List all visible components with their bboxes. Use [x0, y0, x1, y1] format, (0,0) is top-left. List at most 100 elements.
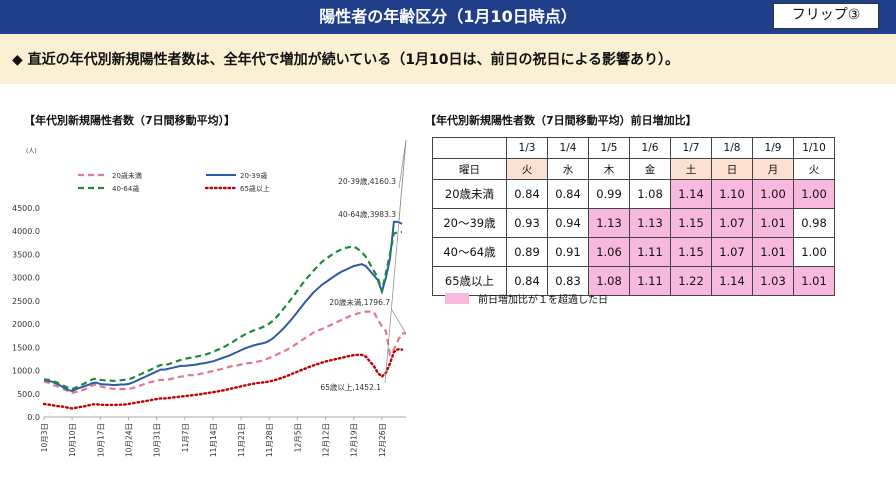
date-cell: 1/8 [711, 137, 753, 159]
table-row: 20歳未満 0.84 0.84 0.99 1.08 1.14 1.10 1.00… [432, 179, 835, 209]
legend-label: 65歳以上 [240, 184, 270, 193]
x-tick-label: 12月19日 [350, 423, 359, 457]
date-cell: 1/9 [752, 137, 794, 159]
y-tick-label: 0.0 [27, 413, 40, 422]
ratio-cell: 1.10 [711, 179, 753, 209]
ratio-cell: 0.89 [506, 237, 548, 267]
x-tick-label: 12月26日 [378, 423, 387, 457]
ratio-cell: 1.11 [629, 266, 671, 296]
series-line-a20_39 [43, 220, 403, 393]
x-tick-label: 10月3日 [40, 423, 49, 452]
weekday-cell: 月 [752, 158, 794, 180]
weekday-row: 曜日 火 水 木 金 土 日 月 火 [432, 158, 835, 180]
ratio-cell: 1.03 [752, 266, 794, 296]
age-group-label: 20～39歳 [432, 208, 507, 238]
date-cell: 1/10 [793, 137, 835, 159]
x-tick-label: 11月14日 [209, 423, 218, 457]
x-tick-label: 11月28日 [265, 423, 274, 457]
age-group-label: 20歳未満 [432, 179, 507, 209]
y-tick-label: 2000.0 [12, 320, 40, 329]
x-tick-label: 10月17日 [96, 423, 105, 457]
line-chart: 0.0 500.0 1000.0 1500.0 2000.0 2500.0 3000.0 35… [12, 140, 407, 457]
headline-text: ◆ 直近の年代別新規陽性者数は、全年代で増加が続いている（1月10日は、前日の祝… [12, 52, 680, 68]
annotation-label: 40-64歳,3983.3 [338, 209, 396, 219]
ratio-cell: 1.01 [752, 208, 794, 238]
y-tick-label: 2500.0 [12, 297, 40, 306]
ratio-cell: 1.01 [793, 266, 835, 296]
ratio-cell: 1.06 [588, 237, 630, 267]
series-line-a40_64 [43, 230, 403, 391]
growth-ratio-table: 1/3 1/4 1/5 1/6 1/7 1/8 1/9 1/10 曜日 火 水 … [432, 137, 835, 296]
age-group-label: 40～64歳 [432, 237, 507, 267]
weekday-cell: 火 [506, 158, 548, 180]
ratio-cell: 0.99 [588, 179, 630, 209]
x-tick-label: 11月21日 [237, 423, 246, 457]
chart-section-title: 【年代別新規陽性者数（7日間移動平均）】 [24, 114, 236, 127]
ratio-cell: 1.01 [752, 237, 794, 267]
annotation-leader [384, 140, 407, 384]
date-cell: 1/7 [670, 137, 712, 159]
y-tick-label: 3000.0 [12, 274, 40, 283]
weekday-cell: 木 [588, 158, 630, 180]
annotation-leader [391, 309, 407, 334]
ratio-cell: 0.94 [547, 208, 589, 238]
ratio-cell: 1.14 [670, 179, 712, 209]
highlight-legend-swatch [445, 293, 469, 304]
legend-label: 40-64歳 [112, 184, 139, 193]
flip-badge: フリップ③ [773, 3, 879, 29]
y-tick-label: 1000.0 [12, 367, 40, 376]
legend-label: 20-39歳 [240, 171, 267, 180]
ratio-cell: 1.07 [711, 208, 753, 238]
ratio-cell: 0.84 [506, 179, 548, 209]
age-group-label: 65歳以上 [432, 266, 507, 296]
y-axis-unit-label: (人) [26, 148, 37, 155]
ratio-cell: 1.13 [588, 208, 630, 238]
annotation-label: 65歳以上,1452.1 [320, 382, 381, 392]
ratio-cell: 0.98 [793, 208, 835, 238]
annotation-label: 20-39歳,4160.3 [338, 176, 396, 186]
table-row: 65歳以上 0.84 0.83 1.08 1.11 1.22 1.14 1.03… [432, 266, 835, 296]
ratio-cell: 1.00 [793, 237, 835, 267]
ratio-cell: 1.15 [670, 208, 712, 238]
table-row: 40～64歳 0.89 0.91 1.06 1.11 1.15 1.07 1.0… [432, 237, 835, 267]
ratio-cell: 1.08 [629, 179, 671, 209]
x-tick-label: 12月5日 [293, 423, 302, 452]
weekday-header: 曜日 [432, 158, 507, 180]
y-tick-label: 1500.0 [12, 343, 40, 352]
date-row: 1/3 1/4 1/5 1/6 1/7 1/8 1/9 1/10 [432, 137, 835, 159]
annotation-label: 20歳未満,1796.7 [329, 297, 390, 307]
x-tick-label: 10月24日 [124, 423, 133, 457]
date-cell: 1/6 [629, 137, 671, 159]
series-line-u20 [43, 310, 407, 394]
ratio-cell: 0.84 [547, 179, 589, 209]
x-tick-label: 10月10日 [68, 423, 77, 457]
ratio-cell: 1.22 [670, 266, 712, 296]
ratio-cell: 0.93 [506, 208, 548, 238]
y-tick-label: 4500.0 [12, 204, 40, 213]
ratio-cell: 1.15 [670, 237, 712, 267]
series-line-o65 [42, 347, 404, 410]
x-tick-label: 10月31日 [153, 423, 162, 457]
weekday-cell: 日 [711, 158, 753, 180]
date-cell: 1/3 [506, 137, 548, 159]
x-tick-label: 11月7日 [181, 423, 190, 452]
date-cell: 1/4 [547, 137, 589, 159]
table-section-title: 【年代別新規陽性者数（7日間移動平均）前日増加比】 [425, 114, 697, 127]
ratio-cell: 1.14 [711, 266, 753, 296]
weekday-cell: 火 [793, 158, 835, 180]
y-tick-label: 4000.0 [12, 227, 40, 236]
page-title: 陽性者の年齢区分（1月10日時点） [319, 7, 577, 26]
ratio-cell: 1.00 [752, 179, 794, 209]
date-header-blank [432, 137, 507, 159]
annotation-leader [398, 140, 407, 189]
headline-band [0, 34, 896, 84]
ratio-cell: 1.13 [629, 208, 671, 238]
highlight-legend-text: 前日増加比が１を超過した日 [478, 295, 608, 306]
weekday-cell: 水 [547, 158, 589, 180]
weekday-cell: 金 [629, 158, 671, 180]
table-row: 20～39歳 0.93 0.94 1.13 1.13 1.15 1.07 1.0… [432, 208, 835, 238]
title-bar [0, 0, 896, 34]
ratio-cell: 0.91 [547, 237, 589, 267]
legend-label: 20歳未満 [112, 171, 142, 180]
weekday-cell: 土 [670, 158, 712, 180]
